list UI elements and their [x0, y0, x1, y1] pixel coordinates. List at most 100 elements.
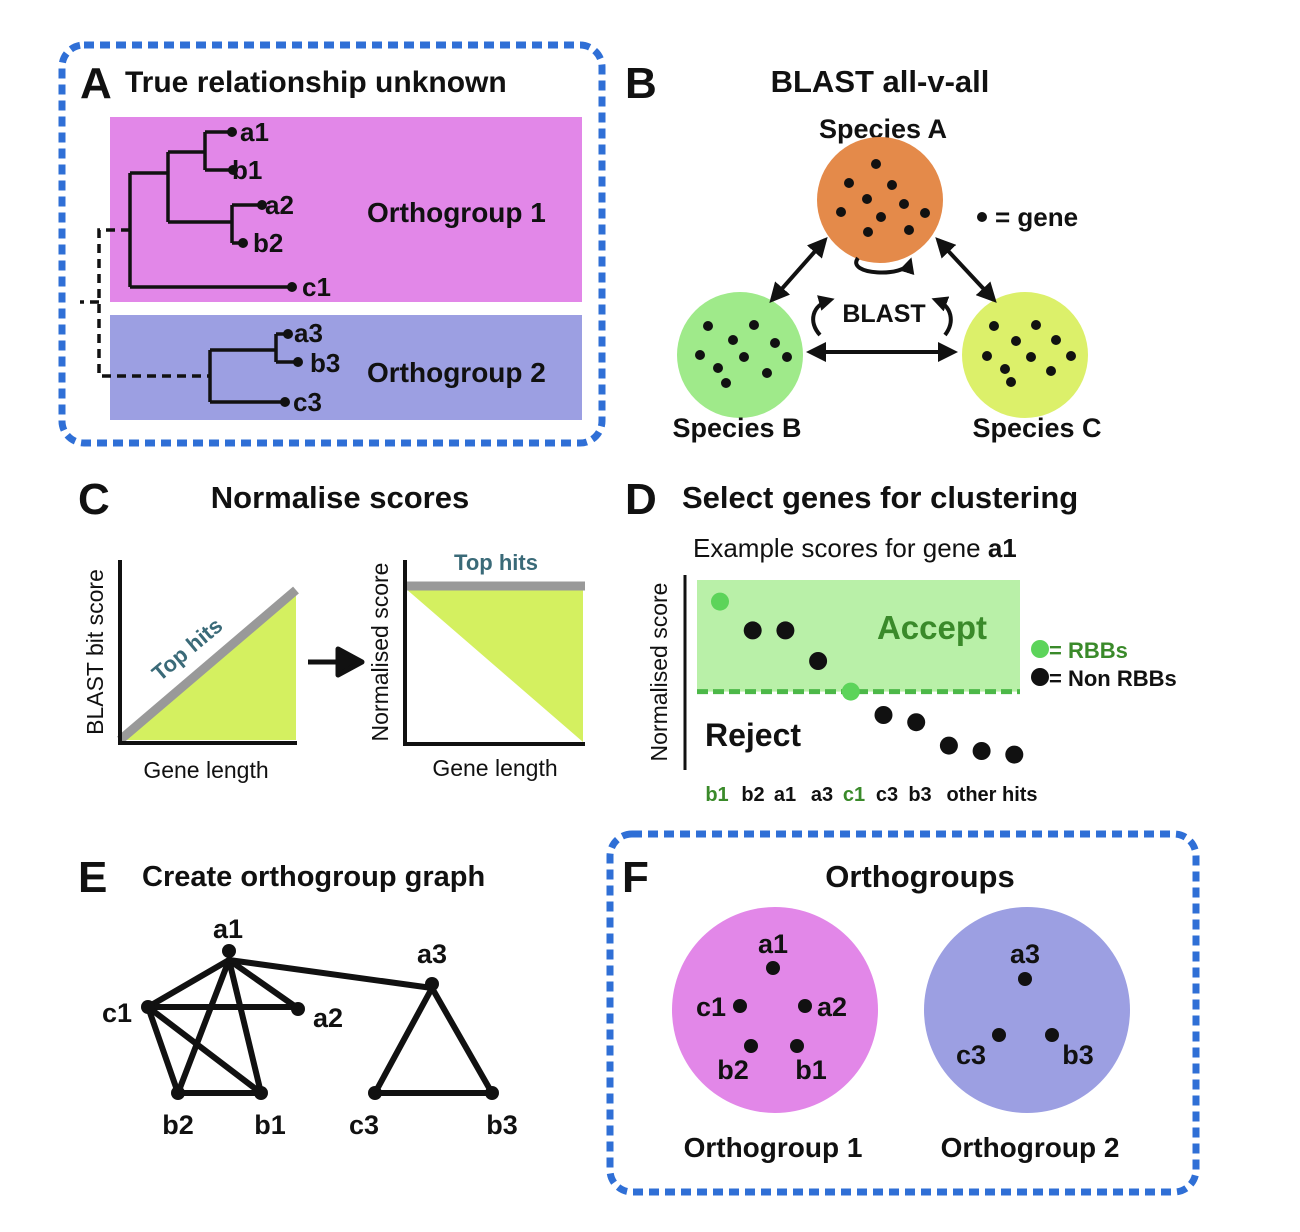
gene-dot	[920, 208, 930, 218]
gene-dot	[1031, 320, 1041, 330]
panel-d-subtitle: Example scores for gene a1	[693, 533, 1017, 563]
self-arrow-a	[854, 256, 915, 276]
gene-dot	[728, 335, 738, 345]
right-plot-xlabel: Gene length	[432, 755, 557, 781]
panel-f-title: Orthogroups	[825, 859, 1014, 894]
score-points	[711, 592, 1024, 764]
panel-a: A True relationship unknown a1 b1	[58, 41, 606, 447]
gene-dot	[749, 320, 759, 330]
node-label: b1	[254, 1110, 286, 1140]
gene-label: b1	[232, 155, 262, 185]
non-rbb-point	[743, 621, 762, 640]
panel-d: D Select genes for clustering Example sc…	[625, 475, 1177, 806]
species-b-label: Species B	[672, 413, 801, 443]
orthogroup-1-name: Orthogroup 1	[684, 1132, 863, 1163]
edge	[175, 957, 232, 1096]
gene-dot	[227, 127, 237, 137]
x-tick-label: b1	[705, 784, 728, 806]
panel-b-title: BLAST all-v-all	[771, 64, 990, 99]
gene-dot	[790, 1039, 804, 1053]
graph-node	[425, 977, 439, 991]
top-hits-line-left	[117, 586, 299, 744]
gene-dot	[982, 351, 992, 361]
orthogroup-1-genes: a1 c1 a2 b2 b1	[696, 929, 847, 1085]
tree-tips	[227, 127, 303, 407]
gene-label: b3	[310, 348, 340, 378]
gene-dot	[862, 194, 872, 204]
gene-dot	[1011, 336, 1021, 346]
panel-c-label: C	[78, 475, 110, 524]
gene-dot	[1045, 1028, 1059, 1042]
graph-node	[368, 1086, 382, 1100]
panel-c: C Normalise scores Top hits BLAST bit sc…	[78, 475, 585, 783]
non-rbb-point	[874, 706, 893, 724]
non-rbb-point	[776, 621, 795, 640]
panel-d-subtitle-gene: a1	[988, 533, 1017, 563]
panel-f-label: F	[622, 853, 649, 902]
tree-root-dashed	[80, 228, 210, 378]
non-rbb-point	[809, 652, 828, 670]
gene-label: a1	[758, 929, 788, 959]
gene-dot	[228, 165, 238, 175]
x-tick-label: other hits	[946, 784, 1037, 806]
gene-dot	[863, 227, 873, 237]
gene-dot	[887, 180, 897, 190]
right-plot-ylabel: Normalised score	[367, 563, 393, 742]
gene-dot	[238, 238, 248, 248]
legend-nonrbb-dot	[1031, 668, 1049, 686]
non-rbb-point	[939, 736, 958, 755]
self-arrow-b	[811, 295, 835, 337]
gene-dot	[844, 178, 854, 188]
orthogroup-2-circle	[924, 907, 1130, 1113]
gene-label: a3	[1010, 939, 1040, 969]
gene-label: c3	[293, 387, 322, 417]
gene-dot	[1000, 364, 1010, 374]
blast-label: BLAST	[842, 300, 925, 328]
panel-b-label: B	[625, 59, 657, 108]
panel-d-subtitle-prefix: Example scores for gene	[693, 533, 988, 563]
gene-dot	[770, 338, 780, 348]
panel-e-title: Create orthogroup graph	[142, 861, 485, 893]
tree-branch	[166, 150, 232, 224]
x-tick-label: c1	[843, 784, 865, 806]
gene-label: a2	[265, 190, 294, 220]
gene-dot	[713, 363, 723, 373]
edge	[226, 957, 299, 1010]
arrow-a-b	[769, 237, 828, 303]
orthogroup-1-circle	[672, 907, 878, 1113]
gene-dot	[904, 225, 914, 235]
x-tick-label: a3	[811, 784, 833, 806]
gene-dot	[766, 961, 780, 975]
gene-dot	[1066, 351, 1076, 361]
edge	[429, 985, 495, 1096]
node-label: b3	[486, 1110, 518, 1140]
panel-d-ylabel: Normalised score	[646, 583, 672, 762]
gene-dot	[283, 329, 293, 339]
gene-dot	[721, 378, 731, 388]
gene-dot	[1006, 377, 1016, 387]
edge	[145, 1004, 264, 1096]
blast-arrows	[769, 237, 997, 362]
accept-label: Accept	[877, 609, 987, 646]
rbb-point	[711, 592, 729, 611]
node-label: b2	[162, 1110, 194, 1140]
panel-b: B BLAST all-v-all Species A	[625, 59, 1102, 443]
gene-dot	[1051, 335, 1061, 345]
edge	[226, 957, 435, 991]
node-label: a3	[417, 939, 447, 969]
tree-tip-labels: a1 b1 a2 b2 c1 a3 b3 c3	[232, 117, 340, 417]
orthogroup-1-label: Orthogroup 1	[367, 197, 546, 228]
panel-a-label: A	[80, 59, 112, 108]
orthogroup-graph-edges	[145, 957, 495, 1096]
legend-rbb-dot	[1031, 640, 1049, 658]
gene-dot	[899, 199, 909, 209]
gene-dot	[695, 350, 705, 360]
arrow-a-c	[935, 237, 997, 303]
species-c-genes	[982, 320, 1076, 387]
gene-label: b3	[1062, 1040, 1094, 1070]
legend-rbb-text: = RBBs	[1049, 638, 1128, 663]
gene-dot	[798, 999, 812, 1013]
node-label: a1	[213, 914, 243, 944]
gene-dot	[992, 1028, 1006, 1042]
